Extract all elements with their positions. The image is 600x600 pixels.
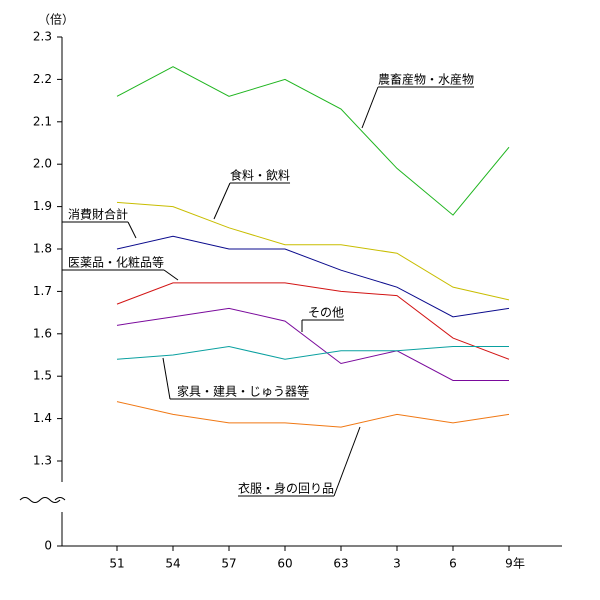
x-tick-label: 57 xyxy=(221,557,236,571)
y-tick-label: 2.3 xyxy=(33,30,52,44)
y-tick-label: 1.9 xyxy=(33,199,52,213)
y-tick-label: 1.5 xyxy=(33,369,52,383)
series-line xyxy=(116,307,509,381)
series-line xyxy=(116,235,510,318)
series-label: 農畜産物・水産物 xyxy=(378,72,474,87)
x-tick-label: 51 xyxy=(109,557,124,571)
series-label: その他 xyxy=(308,306,344,320)
x-tick-label: 3 xyxy=(393,557,401,571)
x-tick-label: 63 xyxy=(333,557,348,571)
x-tick-label: 60 xyxy=(277,557,292,571)
leader-line xyxy=(127,221,137,239)
series-label: 家具・建具・じゅう器等 xyxy=(177,384,309,399)
y-tick-label: 1.7 xyxy=(33,284,52,298)
series-line xyxy=(116,401,510,428)
y-tick-label: 1.4 xyxy=(33,411,52,425)
axis xyxy=(61,37,562,547)
x-tick-label: 9 xyxy=(505,557,513,571)
series-label: 消費財合計 xyxy=(68,207,128,222)
y-tick-label: 0 xyxy=(44,539,52,553)
leader-line xyxy=(213,182,231,220)
series-label: 衣服・身の回り品 xyxy=(238,481,334,496)
y-tick-label: 1.6 xyxy=(33,326,52,340)
y-unit: （倍） xyxy=(38,12,74,27)
y-tick-label: 2.0 xyxy=(33,157,52,171)
y-tick-label: 2.2 xyxy=(33,72,52,86)
series-line xyxy=(116,282,510,360)
y-tick-label: 2.1 xyxy=(33,114,52,128)
series-line xyxy=(116,201,510,301)
x-tick-label: 54 xyxy=(165,557,180,571)
series-label: 医薬品・化粧品等 xyxy=(68,256,164,270)
y-tick-label: 1.8 xyxy=(33,242,52,256)
x-unit: 年 xyxy=(513,557,525,571)
x-tick-label: 6 xyxy=(449,557,457,571)
series-line xyxy=(116,66,510,216)
y-tick-label: 1.3 xyxy=(33,454,52,468)
leader-line xyxy=(361,86,379,129)
series-line xyxy=(116,346,509,360)
leader-line xyxy=(333,426,361,497)
leader-line xyxy=(163,269,179,281)
leader-line xyxy=(162,357,171,400)
axis-break xyxy=(19,497,66,503)
series-label: 食料・飲料 xyxy=(230,168,290,183)
